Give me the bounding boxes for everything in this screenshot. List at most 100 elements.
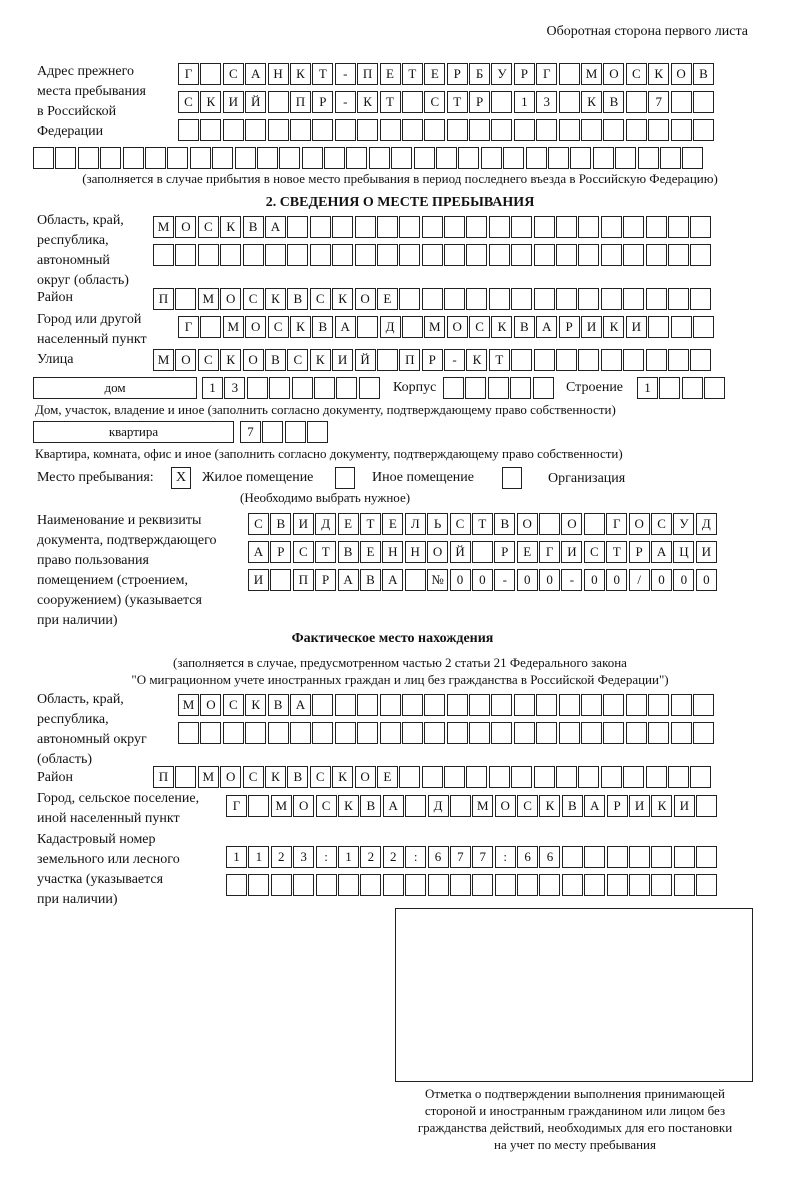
char-cell[interactable]	[667, 216, 689, 238]
char-cell[interactable]	[645, 349, 667, 371]
char-cell[interactable]	[581, 119, 603, 141]
char-cell[interactable]: 0	[449, 569, 471, 591]
char-cell[interactable]: П	[153, 766, 174, 788]
char-cell[interactable]: -	[494, 569, 516, 591]
char-cell[interactable]	[629, 874, 651, 896]
char-cell[interactable]	[533, 216, 555, 238]
char-cell[interactable]	[667, 244, 689, 266]
char-cell[interactable]: Е	[516, 541, 538, 563]
char-cell[interactable]	[696, 874, 718, 896]
char-cell[interactable]	[536, 119, 558, 141]
char-cell[interactable]	[458, 147, 480, 169]
char-cell[interactable]	[480, 147, 502, 169]
char-cell[interactable]: А	[536, 316, 558, 338]
char-cell[interactable]	[256, 147, 278, 169]
char-cell[interactable]	[488, 766, 510, 788]
char-cell[interactable]	[267, 722, 289, 744]
region-row-2[interactable]	[153, 244, 713, 266]
char-cell[interactable]: Л	[404, 513, 426, 535]
char-cell[interactable]	[623, 766, 645, 788]
char-cell[interactable]	[532, 377, 554, 399]
char-cell[interactable]	[625, 91, 647, 113]
char-cell[interactable]	[100, 147, 122, 169]
char-cell[interactable]: 7	[240, 421, 261, 443]
char-cell[interactable]: Р	[421, 349, 443, 371]
char-cell[interactable]	[556, 216, 578, 238]
char-cell[interactable]: С	[222, 63, 244, 85]
actual-region-row-2[interactable]	[178, 722, 715, 744]
char-cell[interactable]: В	[287, 288, 309, 310]
char-cell[interactable]	[629, 846, 651, 868]
char-cell[interactable]	[153, 244, 174, 266]
char-cell[interactable]	[222, 119, 244, 141]
char-cell[interactable]	[583, 513, 605, 535]
char-cell[interactable]: О	[200, 694, 222, 716]
char-cell[interactable]	[309, 216, 331, 238]
char-cell[interactable]	[469, 694, 491, 716]
char-cell[interactable]: 2	[360, 846, 382, 868]
char-cell[interactable]	[645, 766, 667, 788]
char-cell[interactable]: К	[245, 694, 267, 716]
char-cell[interactable]	[648, 119, 670, 141]
char-cell[interactable]: О	[603, 63, 625, 85]
char-cell[interactable]	[379, 119, 401, 141]
char-cell[interactable]	[491, 722, 513, 744]
char-cell[interactable]: К	[648, 63, 670, 85]
char-cell[interactable]	[600, 244, 622, 266]
char-cell[interactable]	[533, 349, 555, 371]
char-cell[interactable]: 2	[270, 846, 292, 868]
char-cell[interactable]: С	[178, 91, 199, 113]
char-cell[interactable]: С	[287, 349, 309, 371]
char-cell[interactable]: 1	[248, 846, 270, 868]
char-cell[interactable]: Й	[245, 91, 267, 113]
char-cell[interactable]	[424, 722, 446, 744]
char-cell[interactable]	[334, 694, 356, 716]
char-cell[interactable]	[690, 349, 712, 371]
char-cell[interactable]: С	[651, 513, 673, 535]
char-cell[interactable]	[376, 349, 398, 371]
char-cell[interactable]	[312, 722, 334, 744]
char-cell[interactable]	[511, 349, 533, 371]
char-cell[interactable]: К	[289, 63, 311, 85]
char-cell[interactable]	[404, 569, 426, 591]
char-cell[interactable]: В	[264, 349, 286, 371]
char-cell[interactable]	[287, 216, 309, 238]
char-cell[interactable]	[558, 91, 580, 113]
char-cell[interactable]	[405, 874, 427, 896]
char-cell[interactable]: Р	[494, 541, 516, 563]
char-cell[interactable]	[558, 63, 580, 85]
char-cell[interactable]: 0	[539, 569, 561, 591]
char-cell[interactable]: 1	[513, 91, 535, 113]
char-cell[interactable]	[578, 349, 600, 371]
char-cell[interactable]	[603, 694, 625, 716]
char-cell[interactable]: Г	[606, 513, 628, 535]
char-cell[interactable]	[405, 795, 427, 817]
char-cell[interactable]	[334, 722, 356, 744]
char-cell[interactable]: А	[337, 569, 359, 591]
char-cell[interactable]	[376, 216, 398, 238]
char-cell[interactable]	[690, 766, 712, 788]
char-cell[interactable]	[704, 377, 726, 399]
char-cell[interactable]: Й	[449, 541, 471, 563]
char-cell[interactable]	[637, 147, 659, 169]
char-cell[interactable]: С	[517, 795, 539, 817]
char-cell[interactable]: К	[309, 349, 331, 371]
char-cell[interactable]: №	[427, 569, 449, 591]
char-cell[interactable]: О	[628, 513, 650, 535]
char-cell[interactable]: В	[360, 795, 382, 817]
char-cell[interactable]: 7	[472, 846, 494, 868]
char-cell[interactable]	[651, 846, 673, 868]
char-cell[interactable]: М	[472, 795, 494, 817]
char-cell[interactable]	[399, 216, 421, 238]
char-cell[interactable]	[424, 119, 446, 141]
char-cell[interactable]: И	[629, 795, 651, 817]
char-cell[interactable]	[376, 244, 398, 266]
char-cell[interactable]	[625, 722, 647, 744]
char-cell[interactable]	[592, 147, 614, 169]
char-cell[interactable]	[692, 694, 714, 716]
char-cell[interactable]: Ь	[427, 513, 449, 535]
char-cell[interactable]	[603, 722, 625, 744]
